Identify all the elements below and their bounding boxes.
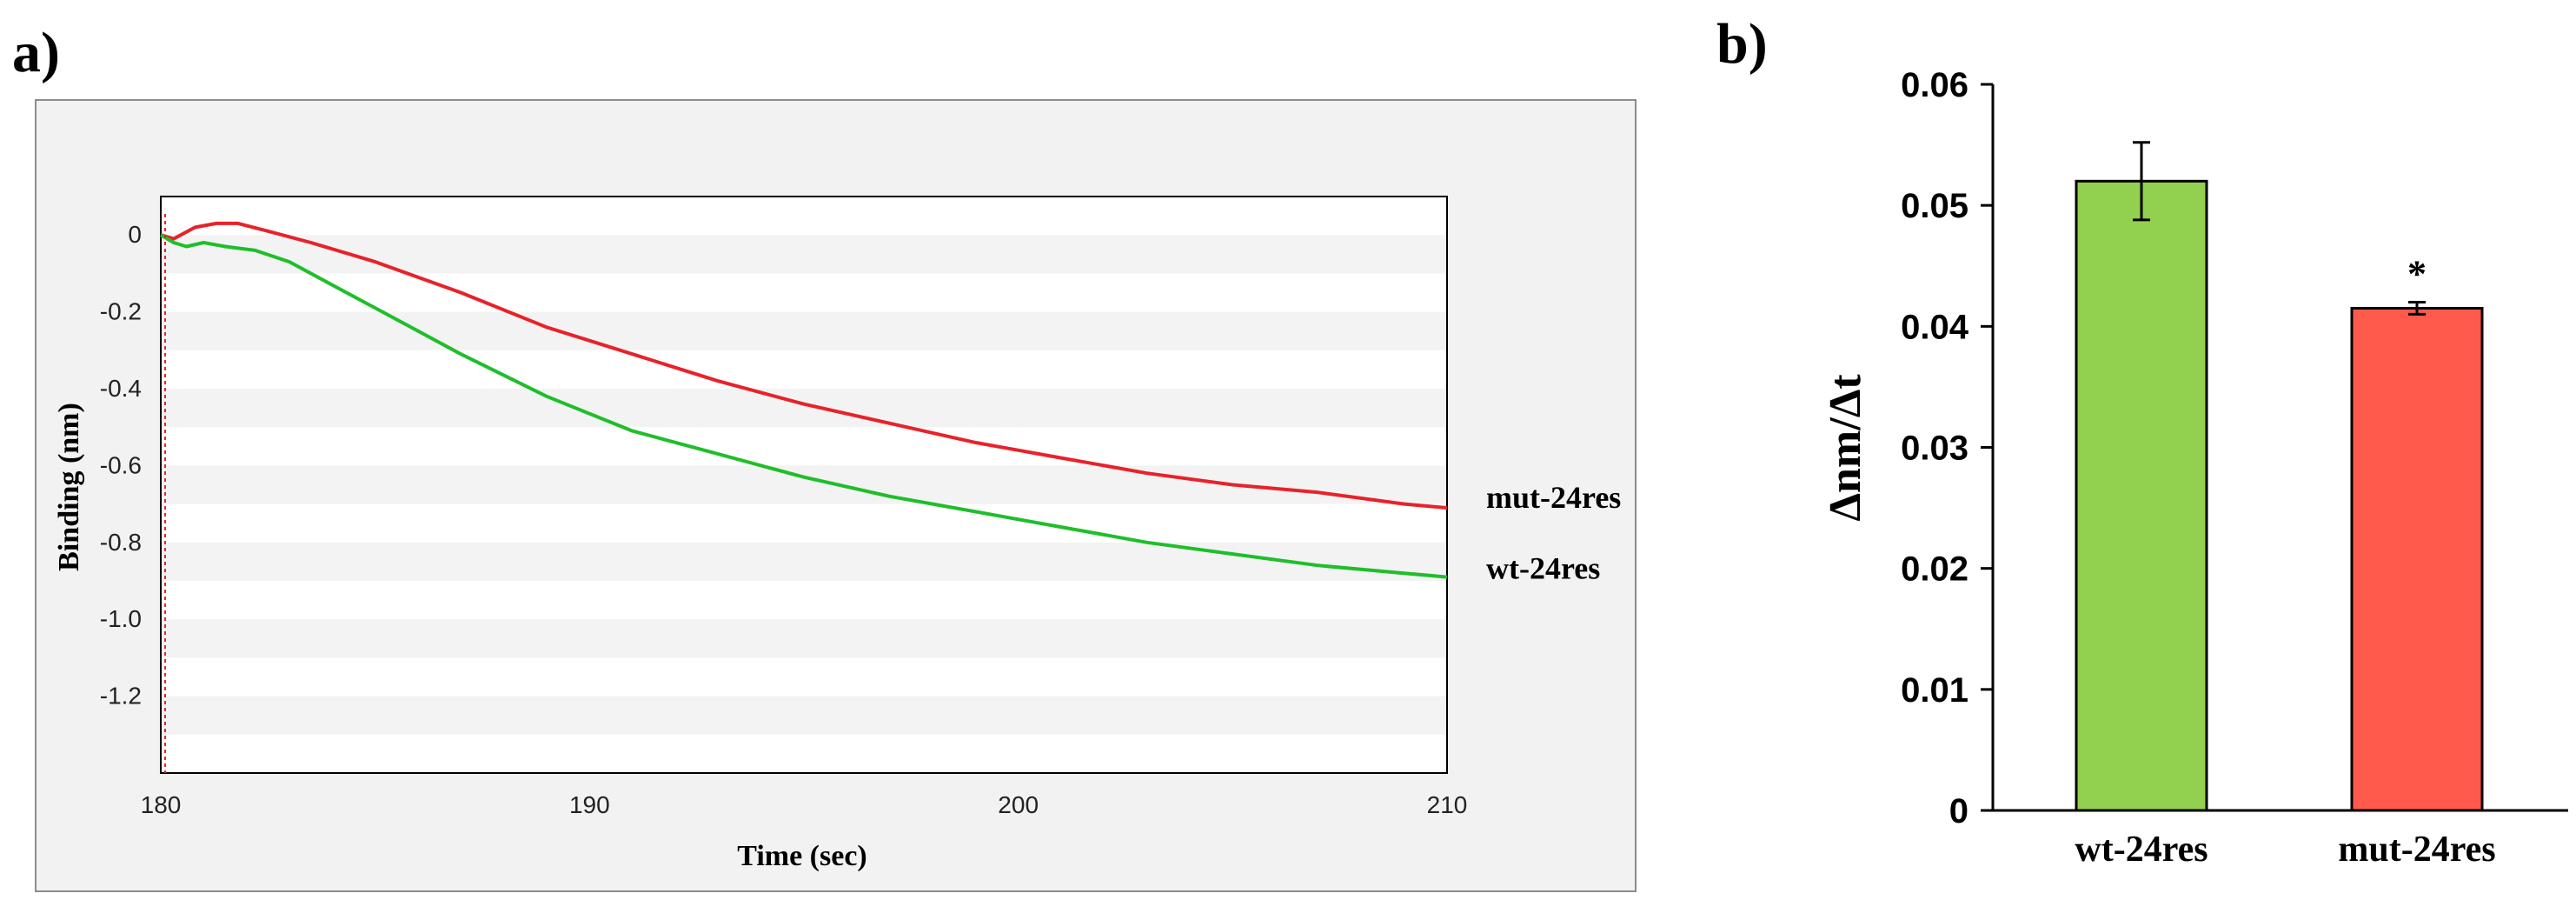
series-line-wt-24res — [159, 233, 1448, 579]
significance-marker: * — [2407, 253, 2427, 296]
chart-a-x-ticks: 180 190 200 210 — [141, 791, 1468, 818]
y-tick-label: -0.6 — [100, 451, 142, 478]
x-tick-label: 180 — [141, 791, 182, 818]
chart-b-bars: * — [2075, 141, 2484, 812]
y-tick-label: -1.2 — [100, 683, 142, 710]
grid-band — [161, 696, 1447, 735]
y-tick-label: -0.2 — [100, 298, 142, 325]
y-tick-label: 0.05 — [1901, 187, 1969, 225]
series-label-mut-24res: mut-24res — [1486, 480, 1621, 515]
y-tick-label: 0.02 — [1901, 550, 1969, 589]
panel-b-label: b) — [1716, 12, 1768, 76]
y-tick-label: 0.01 — [1901, 671, 1969, 710]
bar-mut-24res — [2350, 306, 2484, 812]
y-tick-label: 0.03 — [1901, 430, 1969, 468]
grid-band — [161, 542, 1447, 581]
series-line-mut-24res — [160, 221, 1448, 510]
bar-wt-24res — [2075, 179, 2208, 812]
y-tick-label: -0.8 — [100, 529, 142, 556]
grid-band — [161, 235, 1447, 274]
category-label-mut-24res: mut-24res — [2338, 830, 2495, 870]
y-tick-label: -0.4 — [100, 375, 142, 402]
grid-band — [161, 465, 1447, 504]
chart-a-y-ticks: 0 -0.2 -0.4 -0.6 -0.8 -1.0 -1.2 — [100, 221, 142, 709]
y-tick-label: 0.06 — [1901, 66, 1969, 104]
series-label-wt-24res: wt-24res — [1486, 551, 1600, 586]
chart-a-x-axis-title: Time (sec) — [737, 840, 866, 872]
category-label-wt-24res: wt-24res — [2075, 830, 2208, 870]
chart-a-series — [159, 221, 1448, 579]
panel-a-label: a) — [12, 21, 60, 84]
chart-a-grid — [161, 235, 1447, 735]
x-tick-label: 200 — [998, 791, 1039, 818]
grid-band — [161, 311, 1447, 350]
chart-b: 0 0.01 0.02 0.03 0.04 0.05 0.06 * wt-24res mut-… — [1821, 66, 2568, 870]
chart-a-plot-border — [160, 196, 1448, 774]
y-tick-label: 0 — [128, 221, 142, 248]
chart-a: 0 -0.2 -0.4 -0.6 -0.8 -1.0 -1.2 180 190 200 210 m… — [35, 99, 1637, 892]
grid-band — [161, 389, 1447, 428]
y-tick-label: -1.0 — [100, 605, 142, 632]
chart-b-y-ticks: 0 0.01 0.02 0.03 0.04 0.05 0.06 — [1901, 66, 1993, 830]
chart-a-y-axis-title: Binding (nm) — [53, 403, 85, 571]
x-tick-label: 210 — [1427, 791, 1468, 818]
chart-b-categories: wt-24res mut-24res — [2075, 830, 2495, 870]
chart-b-y-axis-title: Δnm/Δt — [1821, 374, 1870, 522]
chart-a-series-labels: mut-24res wt-24res — [1486, 480, 1621, 586]
grid-band — [161, 619, 1447, 658]
x-tick-label: 190 — [569, 791, 610, 818]
y-tick-label: 0.04 — [1901, 308, 1969, 346]
y-tick-label: 0 — [1949, 792, 1969, 830]
